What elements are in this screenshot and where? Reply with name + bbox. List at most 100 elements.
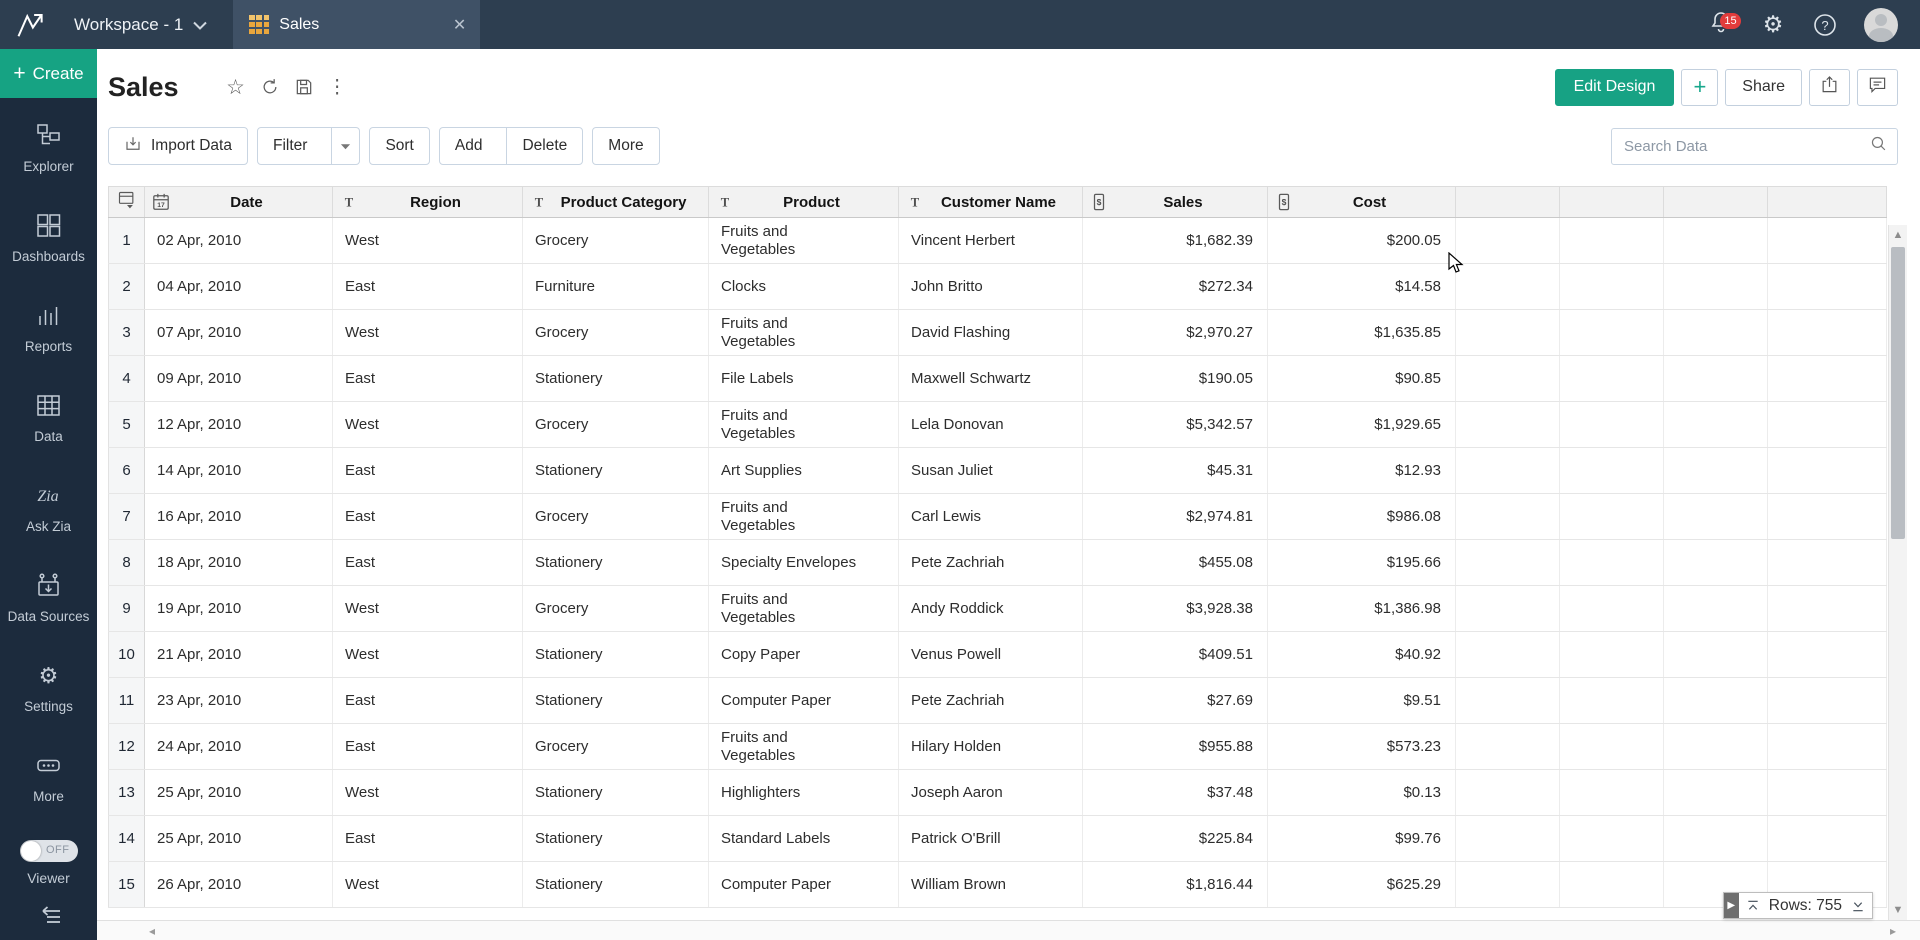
cell-sales[interactable]: $3,928.38 <box>1082 585 1268 632</box>
table-row[interactable]: 9 19 Apr, 2010 West Grocery Fruits and V… <box>108 585 1887 632</box>
column-header[interactable]: T Product <box>708 186 899 218</box>
refresh-icon[interactable] <box>253 74 287 100</box>
cell-product-category[interactable]: Grocery <box>522 493 709 540</box>
cell-product[interactable]: Fruits and Vegetables <box>708 723 899 770</box>
cell-date[interactable]: 14 Apr, 2010 <box>144 447 333 494</box>
cell-product-category[interactable]: Stationery <box>522 861 709 908</box>
column-header[interactable]: 17 Date <box>144 186 333 218</box>
import-data-button[interactable]: Import Data <box>108 127 248 165</box>
row-number[interactable]: 4 <box>108 355 145 402</box>
cell-date[interactable]: 12 Apr, 2010 <box>144 401 333 448</box>
cell-date[interactable]: 25 Apr, 2010 <box>144 815 333 862</box>
cell-product[interactable]: Fruits and Vegetables <box>708 217 899 264</box>
cell-region[interactable]: East <box>332 355 523 402</box>
column-header[interactable]: T Product Category <box>522 186 709 218</box>
scroll-left-arrow-icon[interactable]: ◂ <box>149 924 156 938</box>
cell-product-category[interactable]: Stationery <box>522 769 709 816</box>
cell-cost[interactable]: $12.93 <box>1267 447 1456 494</box>
cell-product-category[interactable]: Stationery <box>522 631 709 678</box>
cell-product[interactable]: Specialty Envelopes <box>708 539 899 586</box>
cell-product-category[interactable]: Grocery <box>522 217 709 264</box>
table-row[interactable]: 13 25 Apr, 2010 West Stationery Highligh… <box>108 769 1887 816</box>
cell-sales[interactable]: $225.84 <box>1082 815 1268 862</box>
row-number[interactable]: 2 <box>108 263 145 310</box>
cell-product[interactable]: Fruits and Vegetables <box>708 493 899 540</box>
cell-region[interactable]: West <box>332 585 523 632</box>
cell-region[interactable]: West <box>332 631 523 678</box>
kebab-menu-icon[interactable]: ⋮ <box>327 76 348 98</box>
help-button[interactable]: ? <box>1812 12 1838 38</box>
cell-customer-name[interactable]: Hilary Holden <box>898 723 1083 770</box>
table-row[interactable]: 1 02 Apr, 2010 West Grocery Fruits and V… <box>108 217 1887 264</box>
cell-cost[interactable]: $99.76 <box>1267 815 1456 862</box>
column-header[interactable]: $ Sales <box>1082 186 1268 218</box>
row-number[interactable]: 7 <box>108 493 145 540</box>
horizontal-scrollbar[interactable]: ◂ ▸ <box>97 920 1920 940</box>
cell-sales[interactable]: $2,970.27 <box>1082 309 1268 356</box>
cell-sales[interactable]: $1,816.44 <box>1082 861 1268 908</box>
cell-sales[interactable]: $455.08 <box>1082 539 1268 586</box>
table-row[interactable]: 15 26 Apr, 2010 West Stationery Computer… <box>108 861 1887 908</box>
favorite-star-icon[interactable]: ☆ <box>226 75 245 99</box>
cell-sales[interactable]: $955.88 <box>1082 723 1268 770</box>
cell-product[interactable]: Standard Labels <box>708 815 899 862</box>
cell-region[interactable]: East <box>332 815 523 862</box>
search-icon[interactable] <box>1870 135 1887 157</box>
cell-product[interactable]: Fruits and Vegetables <box>708 585 899 632</box>
more-button[interactable]: More <box>592 127 660 165</box>
cell-region[interactable]: West <box>332 309 523 356</box>
cell-region[interactable]: West <box>332 769 523 816</box>
cell-product-category[interactable]: Grocery <box>522 723 709 770</box>
column-header[interactable] <box>1663 186 1768 218</box>
viewer-toggle[interactable]: OFF <box>19 840 78 862</box>
cell-region[interactable]: East <box>332 493 523 540</box>
row-number[interactable]: 1 <box>108 217 145 264</box>
analytics-logo-icon[interactable] <box>0 0 62 49</box>
cell-product-category[interactable]: Stationery <box>522 539 709 586</box>
cell-product[interactable]: File Labels <box>708 355 899 402</box>
sidebar-item[interactable]: ⚙ Settings <box>0 662 97 715</box>
sidebar-item[interactable]: Explorer <box>0 122 97 175</box>
cell-date[interactable]: 02 Apr, 2010 <box>144 217 333 264</box>
cell-sales[interactable]: $190.05 <box>1082 355 1268 402</box>
table-row[interactable]: 10 21 Apr, 2010 West Stationery Copy Pap… <box>108 631 1887 678</box>
cell-customer-name[interactable]: David Flashing <box>898 309 1083 356</box>
notifications-button[interactable]: 15 <box>1708 12 1741 38</box>
sidebar-item[interactable]: Data Sources <box>0 572 97 625</box>
select-all-cell[interactable] <box>108 186 145 218</box>
cell-cost[interactable]: $1,635.85 <box>1267 309 1456 356</box>
cell-cost[interactable]: $14.58 <box>1267 263 1456 310</box>
workspace-switcher[interactable]: Workspace - 1 <box>62 0 233 49</box>
cell-customer-name[interactable]: Lela Donovan <box>898 401 1083 448</box>
row-number[interactable]: 3 <box>108 309 145 356</box>
table-row[interactable]: 11 23 Apr, 2010 East Stationery Computer… <box>108 677 1887 724</box>
row-number[interactable]: 15 <box>108 861 145 908</box>
row-number[interactable]: 9 <box>108 585 145 632</box>
cell-customer-name[interactable]: Pete Zachriah <box>898 539 1083 586</box>
table-row[interactable]: 7 16 Apr, 2010 East Grocery Fruits and V… <box>108 493 1887 540</box>
cell-date[interactable]: 19 Apr, 2010 <box>144 585 333 632</box>
scroll-down-arrow-icon[interactable]: ▼ <box>1892 904 1904 916</box>
vertical-scrollbar-thumb[interactable] <box>1891 247 1905 539</box>
cell-date[interactable]: 04 Apr, 2010 <box>144 263 333 310</box>
row-number[interactable]: 11 <box>108 677 145 724</box>
cell-customer-name[interactable]: Patrick O'Brill <box>898 815 1083 862</box>
tab-sales[interactable]: Sales ✕ <box>233 0 481 49</box>
sidebar-item[interactable]: Reports <box>0 302 97 355</box>
row-number[interactable]: 14 <box>108 815 145 862</box>
row-number[interactable]: 6 <box>108 447 145 494</box>
add-button[interactable]: Add <box>454 137 483 154</box>
table-row[interactable]: 5 12 Apr, 2010 West Grocery Fruits and V… <box>108 401 1887 448</box>
export-button[interactable] <box>1809 68 1850 106</box>
cell-sales[interactable]: $37.48 <box>1082 769 1268 816</box>
delete-button[interactable]: Delete <box>506 128 582 164</box>
collapse-sidebar-button[interactable] <box>0 892 97 940</box>
cell-product[interactable]: Computer Paper <box>708 677 899 724</box>
cell-sales[interactable]: $27.69 <box>1082 677 1268 724</box>
filter-button[interactable]: Filter <box>256 127 361 165</box>
close-icon[interactable]: ✕ <box>452 16 467 34</box>
table-row[interactable]: 14 25 Apr, 2010 East Stationery Standard… <box>108 815 1887 862</box>
cell-cost[interactable]: $195.66 <box>1267 539 1456 586</box>
cell-cost[interactable]: $986.08 <box>1267 493 1456 540</box>
edit-design-button[interactable]: Edit Design <box>1554 68 1675 106</box>
